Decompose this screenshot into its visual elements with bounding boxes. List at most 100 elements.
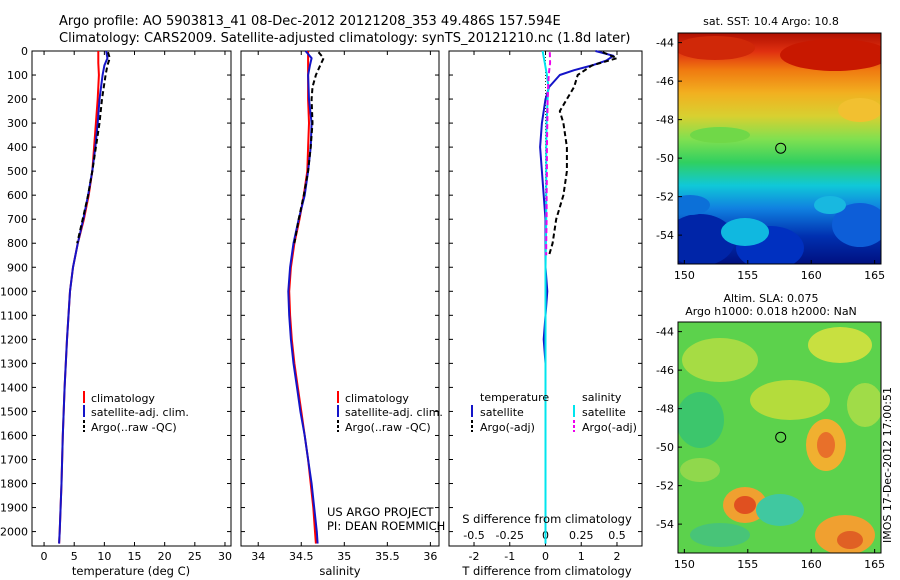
y-tick-label: 1700 — [0, 453, 28, 466]
sst-map-image — [678, 33, 881, 264]
x-tick-label: 1 — [578, 550, 585, 563]
legend-label-climatology: climatology — [345, 392, 409, 405]
map-x-tick-label: 155 — [737, 558, 758, 571]
x-tick-label: 5 — [71, 550, 78, 563]
credit-line-1: US ARGO PROJECT — [327, 505, 435, 519]
map-y-tick-label: -54 — [656, 518, 674, 531]
y-tick-label: 1300 — [0, 357, 28, 370]
temperature-legend: climatology satellite-adj. clim. Argo(..… — [83, 391, 189, 434]
series-line-satellite — [539, 50, 615, 544]
s-difference-tick-label: -0.25 — [496, 529, 524, 542]
x-tick-label: 35 — [337, 550, 351, 563]
y-tick-label: 100 — [7, 69, 28, 82]
y-tick-label: 700 — [7, 213, 28, 226]
legend-heading-salinity: salinity — [582, 391, 622, 404]
y-tick-label: 300 — [7, 117, 28, 130]
difference-legend: temperature salinity satellite Argo(-adj… — [471, 391, 637, 434]
x-tick-label: 10 — [97, 550, 111, 563]
y-tick-label: 500 — [7, 165, 28, 178]
y-tick-label: 1100 — [0, 309, 28, 322]
y-tick-label: 400 — [7, 141, 28, 154]
salinity-plot: 34 34.5 35 35.5 36 — [241, 50, 439, 563]
x-tick-label: 34 — [251, 550, 265, 563]
map-y-tick-label: -48 — [656, 114, 674, 127]
legend-label-s-argo: Argo(-adj) — [582, 421, 637, 434]
sla-map-subtitle: Argo h1000: 0.018 h2000: NaN — [685, 305, 857, 318]
x-tick-label: 15 — [128, 550, 142, 563]
map-y-tick-label: -50 — [656, 441, 674, 454]
y-tick-label: 1200 — [0, 333, 28, 346]
series-line-argo-adj — [545, 52, 552, 256]
map-y-tick-label: -46 — [656, 364, 674, 377]
y-tick-label: 600 — [7, 189, 28, 202]
series-line-argo-adj — [548, 51, 618, 256]
x-tick-label: 0 — [41, 550, 48, 563]
x-tick-label: 35.5 — [375, 550, 400, 563]
map-x-tick-label: 165 — [864, 558, 885, 571]
series-line-argo-raw-qc — [76, 51, 111, 244]
legend-label-t-satellite: satellite — [480, 406, 524, 419]
salinity-legend: climatology satellite-adj. clim. Argo(..… — [337, 391, 443, 434]
x-tick-label: -2 — [469, 550, 480, 563]
sla-map-axes: 150 155 160 165 -44 -46 -48 -50 -52 -54 — [656, 326, 885, 571]
temperature-plot: 0100200300400500600700800900100011001200… — [0, 45, 232, 563]
y-tick-label: 1800 — [0, 478, 28, 491]
y-tick-label: 1400 — [0, 381, 28, 394]
map-y-tick-label: -44 — [656, 326, 674, 339]
map-y-tick-label: -52 — [656, 480, 674, 493]
legend-label-argo: Argo(..raw -QC) — [345, 421, 431, 434]
x-tick-label: 34.5 — [289, 550, 314, 563]
legend-label-climatology: climatology — [91, 392, 155, 405]
y-tick-label: 200 — [7, 93, 28, 106]
map-y-tick-label: -48 — [656, 403, 674, 416]
map-x-tick-label: 155 — [737, 269, 758, 282]
series-line-climatology — [58, 51, 100, 544]
s-difference-tick-label: 0.25 — [569, 529, 594, 542]
credit-line-2: PI: DEAN ROEMMICH — [327, 519, 445, 533]
map-y-tick-label: -54 — [656, 229, 674, 242]
legend-label-satellite: satellite-adj. clim. — [345, 406, 443, 419]
figure-title-line-1: Argo profile: AO 5903813_41 08-Dec-2012 … — [59, 14, 561, 29]
map-y-tick-label: -50 — [656, 152, 674, 165]
y-tick-label: 0 — [21, 45, 28, 58]
y-tick-label: 1600 — [0, 429, 28, 442]
sst-map-axes: 150 155 160 165 -44 -46 -48 -50 -52 -54 — [656, 37, 885, 282]
salinity-panel-frame — [240, 50, 440, 547]
x-tick-label: 30 — [218, 550, 232, 563]
y-tick-label: 2000 — [0, 526, 28, 539]
imos-timestamp: IMOS 17-Dec-2012 17:00:51 — [881, 387, 894, 543]
map-x-tick-label: 165 — [864, 269, 885, 282]
map-x-tick-label: 160 — [801, 558, 822, 571]
y-tick-label: 1500 — [0, 405, 28, 418]
series-line-satellite-adj-clim — [287, 50, 319, 544]
map-x-tick-label: 150 — [674, 558, 695, 571]
legend-label-t-argo: Argo(-adj) — [480, 421, 535, 434]
legend-heading-temperature: temperature — [480, 391, 549, 404]
temperature-panel-frame — [31, 50, 232, 547]
map-y-tick-label: -46 — [656, 75, 674, 88]
sla-map-image — [678, 322, 881, 553]
y-tick-label: 1900 — [0, 502, 28, 515]
x-tick-label: 0 — [542, 550, 549, 563]
y-tick-label: 800 — [7, 237, 28, 250]
s-difference-axis-label: S difference from climatology — [462, 512, 632, 526]
x-tick-label: -1 — [504, 550, 515, 563]
legend-label-argo: Argo(..raw -QC) — [91, 421, 177, 434]
sla-map-frame — [677, 321, 882, 554]
sst-argo-location-marker — [775, 142, 787, 154]
legend-label-s-satellite: satellite — [582, 406, 626, 419]
sla-argo-location-marker — [775, 431, 787, 443]
map-y-tick-label: -44 — [656, 37, 674, 50]
s-difference-tick-label: 0.5 — [608, 529, 626, 542]
salinity-axis-label: salinity — [319, 564, 360, 578]
y-tick-label: 900 — [7, 261, 28, 274]
x-tick-label: 20 — [158, 550, 172, 563]
legend-label-satellite: satellite-adj. clim. — [91, 406, 189, 419]
figure-title-line-2: Climatology: CARS2009. Satellite-adjuste… — [59, 31, 631, 46]
difference-plot: -2 -1 0 1 2-0.5 -0.25 0 0.25 0.5 — [449, 50, 642, 563]
x-tick-label: 25 — [188, 550, 202, 563]
map-x-tick-label: 150 — [674, 269, 695, 282]
temperature-axis-label: temperature (deg C) — [72, 564, 190, 578]
sst-map-frame — [677, 32, 882, 265]
